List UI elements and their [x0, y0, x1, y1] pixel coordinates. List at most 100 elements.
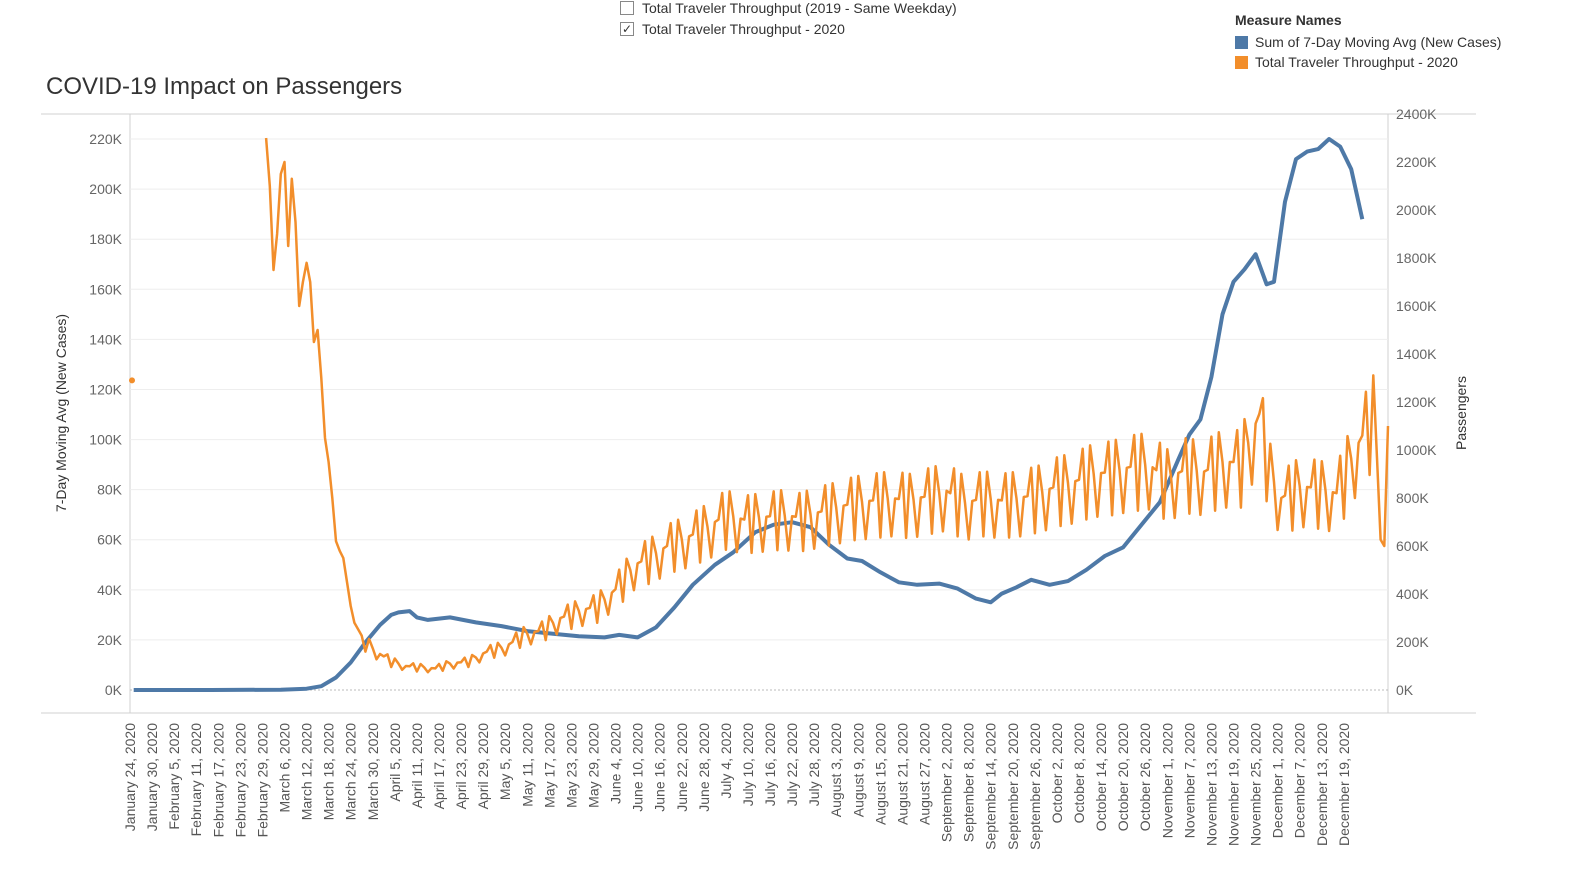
x-tick-label: February 11, 2020 [188, 723, 204, 837]
x-tick-label: May 17, 2020 [541, 723, 557, 808]
series-line-throughput [264, 137, 1390, 674]
y-tick-right-label: 1400K [1396, 346, 1437, 362]
x-tick-label: August 21, 2020 [894, 723, 910, 825]
x-tick-label: December 7, 2020 [1292, 723, 1308, 838]
x-axis-ticks: January 24, 2020 January 30, 2020 February… [122, 723, 1352, 850]
x-tick-label: April 11, 2020 [409, 723, 425, 809]
x-tick-label: April 29, 2020 [475, 723, 491, 810]
x-tick-label: July 28, 2020 [806, 723, 822, 806]
legend-label-cases: Sum of 7-Day Moving Avg (New Cases) [1255, 34, 1502, 50]
y-axis-left-title: 7-Day Moving Avg (New Cases) [53, 314, 69, 512]
legend-swatch-cases [1235, 35, 1248, 49]
y-axis-right-title: Passengers [1453, 376, 1469, 450]
x-tick-label: February 29, 2020 [254, 723, 270, 838]
x-tick-label: April 23, 2020 [453, 723, 469, 810]
y-tick-right-label: 200K [1396, 634, 1429, 650]
x-tick-label: May 11, 2020 [519, 723, 535, 807]
x-tick-label: February 23, 2020 [232, 723, 248, 838]
x-tick-label: October 14, 2020 [1093, 723, 1109, 831]
y-tick-right-label: 400K [1396, 586, 1429, 602]
y-tick-right-label: 1000K [1396, 442, 1437, 458]
x-tick-label: July 22, 2020 [784, 723, 800, 806]
y-tick-right-label: 1600K [1396, 298, 1437, 314]
y-tick-right-label: 1800K [1396, 250, 1437, 266]
x-tick-label: April 5, 2020 [387, 723, 403, 802]
x-tick-label: November 1, 2020 [1159, 723, 1175, 838]
y-tick-right-label: 1200K [1396, 394, 1437, 410]
series-lines [129, 137, 1390, 692]
x-tick-label: March 12, 2020 [299, 723, 315, 820]
x-tick-label: December 1, 2020 [1270, 723, 1286, 838]
series-line-cases [133, 137, 1365, 692]
filter-row-2019[interactable]: Total Traveler Throughput (2019 - Same W… [620, 0, 957, 16]
x-tick-label: November 25, 2020 [1248, 723, 1264, 846]
x-tick-label: September 26, 2020 [1027, 723, 1043, 850]
x-tick-label: July 10, 2020 [740, 723, 756, 806]
y-tick-left-label: 60K [97, 532, 123, 548]
y-tick-left-label: 180K [89, 231, 122, 247]
throughput-point [129, 377, 135, 384]
x-tick-label: September 2, 2020 [939, 723, 955, 842]
y-tick-right-label: 800K [1396, 490, 1429, 506]
x-tick-label: May 5, 2020 [497, 723, 513, 800]
x-tick-label: July 16, 2020 [762, 723, 778, 806]
y-tick-right-label: 2200K [1396, 154, 1437, 170]
x-tick-label: November 7, 2020 [1181, 723, 1197, 838]
x-tick-label: September 14, 2020 [983, 723, 999, 850]
chart-title: COVID-19 Impact on Passengers [46, 73, 402, 100]
y-tick-left-label: 220K [89, 131, 122, 147]
y-tick-right-label: 2000K [1396, 202, 1437, 218]
y-tick-left-label: 120K [89, 381, 122, 397]
legend-item-cases[interactable]: Sum of 7-Day Moving Avg (New Cases) [1235, 32, 1501, 52]
x-tick-label: October 20, 2020 [1115, 723, 1131, 831]
y-tick-left-label: 140K [89, 331, 122, 347]
x-tick-label: December 19, 2020 [1336, 723, 1352, 846]
x-tick-label: May 23, 2020 [563, 723, 579, 808]
x-tick-label: April 17, 2020 [431, 723, 447, 810]
x-tick-label: September 8, 2020 [961, 723, 977, 842]
x-tick-label: October 26, 2020 [1137, 723, 1153, 831]
x-tick-label: March 6, 2020 [276, 723, 292, 813]
legend-title: Measure Names [1235, 12, 1342, 28]
filter-checkbox-2020[interactable]: ✓ [620, 22, 634, 36]
x-tick-label: March 24, 2020 [343, 723, 359, 820]
x-tick-label: June 16, 2020 [652, 723, 668, 812]
y-axis-right-ticks: 0K 200K 400K 600K 800K 1000K 1200K 1400K 1600K 18… [1396, 106, 1437, 698]
x-tick-label: November 19, 2020 [1226, 723, 1242, 846]
y-tick-left-label: 40K [97, 582, 123, 598]
x-tick-label: August 3, 2020 [828, 723, 844, 817]
y-tick-left-label: 200K [89, 181, 122, 197]
x-tick-label: September 20, 2020 [1005, 723, 1021, 850]
filter-label-2019: Total Traveler Throughput (2019 - Same W… [642, 0, 957, 16]
x-tick-label: January 24, 2020 [122, 723, 138, 831]
x-tick-label: March 18, 2020 [321, 723, 337, 820]
legend-label-throughput: Total Traveler Throughput - 2020 [1255, 54, 1458, 70]
x-tick-label: November 13, 2020 [1203, 723, 1219, 846]
x-tick-label: July 4, 2020 [718, 723, 734, 799]
x-tick-label: August 27, 2020 [917, 723, 933, 825]
y-tick-left-label: 160K [89, 281, 122, 297]
filter-label-2020: Total Traveler Throughput - 2020 [642, 21, 845, 37]
checkmark-icon: ✓ [621, 22, 633, 36]
legend: Measure Names Sum of 7-Day Moving Avg (N… [1235, 12, 1501, 72]
legend-swatch-throughput [1235, 55, 1248, 69]
x-tick-label: October 8, 2020 [1071, 723, 1087, 824]
y-tick-right-label: 2400K [1396, 106, 1437, 122]
x-tick-label: June 22, 2020 [674, 723, 690, 812]
filter-checkbox-2019[interactable] [620, 1, 634, 15]
x-tick-label: May 29, 2020 [585, 723, 601, 808]
y-tick-left-label: 20K [97, 632, 123, 648]
y-tick-right-label: 600K [1396, 538, 1429, 554]
y-tick-right-label: 0K [1396, 682, 1414, 698]
filter-row-2020[interactable]: ✓ Total Traveler Throughput - 2020 [620, 21, 845, 37]
x-tick-label: February 17, 2020 [210, 723, 226, 838]
y-tick-left-label: 0K [105, 682, 123, 698]
legend-item-throughput[interactable]: Total Traveler Throughput - 2020 [1235, 52, 1501, 72]
x-tick-label: February 5, 2020 [166, 723, 182, 830]
y-tick-left-label: 100K [89, 432, 122, 448]
x-tick-label: June 4, 2020 [608, 723, 624, 804]
x-tick-label: June 28, 2020 [696, 723, 712, 812]
x-tick-label: June 10, 2020 [630, 723, 646, 812]
gridlines [130, 138, 1388, 691]
